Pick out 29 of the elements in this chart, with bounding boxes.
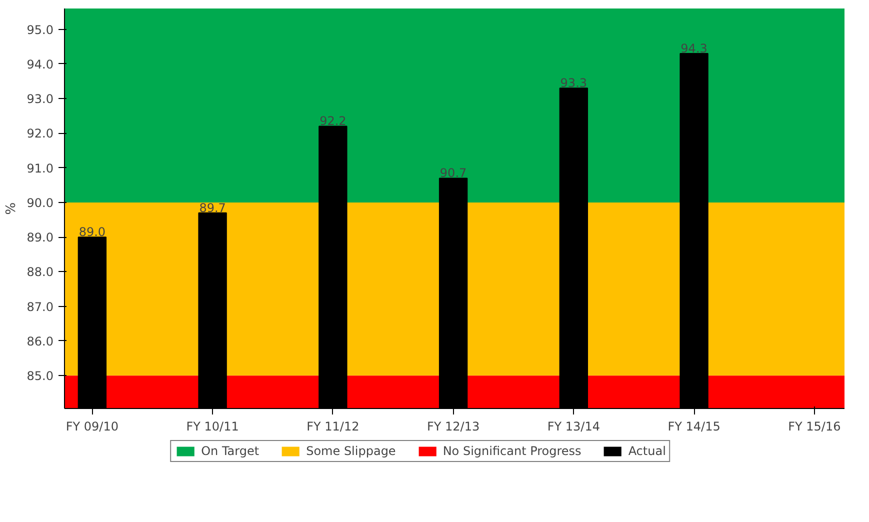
x-tick-label: FY 14/15 <box>668 420 720 434</box>
y-tick-label: 88.0 <box>26 265 54 280</box>
x-tick-label: FY 13/14 <box>547 420 600 434</box>
y-tick-label: 91.0 <box>26 161 54 176</box>
data-label: 92.2 <box>320 114 346 128</box>
y-tick-label: 86.0 <box>26 334 54 348</box>
y-tick-label: 87.0 <box>26 300 54 314</box>
y-axis-title: % <box>4 202 19 215</box>
data-label: 94.3 <box>680 42 708 56</box>
y-tick-label: 92.0 <box>26 126 54 141</box>
legend-label: Some Slippage <box>306 444 396 458</box>
y-tick-label: 94.0 <box>26 57 54 72</box>
legend-label: On Target <box>201 444 260 458</box>
y-tick-label: 93.0 <box>26 92 54 106</box>
y-tick-label: 89.0 <box>26 230 54 245</box>
data-label: 90.7 <box>440 166 467 180</box>
data-label: 89.7 <box>199 200 226 215</box>
data-label: 89.0 <box>78 225 106 240</box>
x-tick-label: FY 10/11 <box>186 420 239 434</box>
x-tick-label: FY 12/13 <box>426 420 480 434</box>
legend-label: No Significant Progress <box>442 444 582 458</box>
x-tick-label: FY 09/10 <box>66 420 119 434</box>
y-tick-label: 85.0 <box>26 369 54 384</box>
x-tick-label: FY 11/12 <box>306 420 360 434</box>
y-tick-label: 95.0 <box>26 22 54 37</box>
y-tick-label: 90.0 <box>26 196 54 210</box>
x-tick-label: FY 15/16 <box>788 420 841 434</box>
data-label: 93.3 <box>560 76 588 90</box>
legend-label: Actual <box>628 444 666 458</box>
